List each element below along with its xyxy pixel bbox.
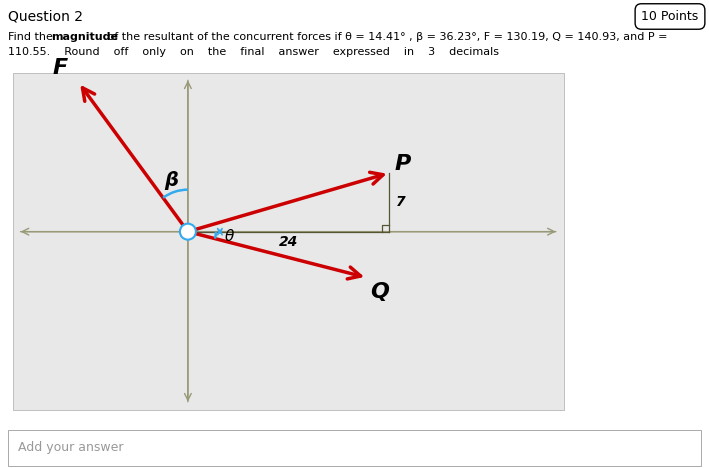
Text: of the resultant of the concurrent forces if θ = 14.41° , β = 36.23°, F = 130.19: of the resultant of the concurrent force… (104, 32, 667, 42)
Bar (13, 73, 564, 410)
Text: θ: θ (225, 229, 234, 244)
Circle shape (180, 224, 196, 240)
Text: 7: 7 (396, 195, 405, 209)
Text: β: β (164, 171, 178, 190)
Text: Question 2: Question 2 (8, 10, 83, 24)
Text: 10 Points: 10 Points (642, 10, 698, 23)
Bar (8, 430, 701, 466)
Text: P: P (394, 154, 411, 174)
Text: Q: Q (370, 282, 389, 302)
Text: Find the: Find the (8, 32, 57, 42)
Text: 110.55.    Round    off    only    on    the    final    answer    expressed    : 110.55. Round off only on the final answ… (8, 47, 499, 57)
Text: Add your answer: Add your answer (18, 441, 123, 454)
Text: magnitude: magnitude (51, 32, 118, 42)
Text: 24: 24 (279, 234, 298, 249)
Text: F: F (52, 58, 68, 79)
